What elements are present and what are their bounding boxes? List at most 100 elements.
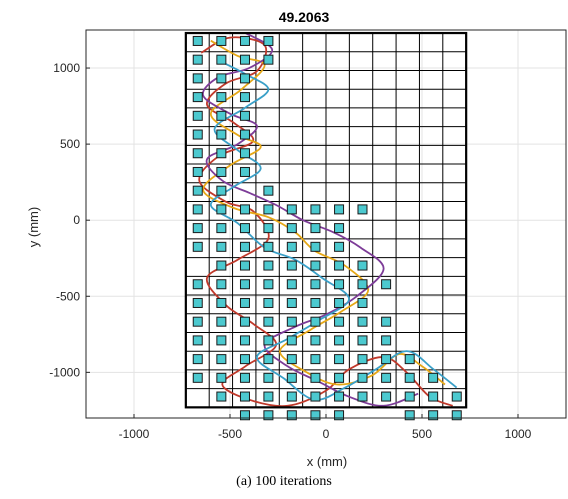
data-point xyxy=(334,241,345,252)
data-point xyxy=(216,260,227,271)
data-point xyxy=(334,260,345,271)
data-point xyxy=(334,279,345,290)
x-tick-label: -1000 xyxy=(119,427,150,441)
data-point xyxy=(286,354,297,365)
data-point xyxy=(239,335,250,346)
data-point xyxy=(428,410,439,421)
data-point xyxy=(192,316,203,327)
data-point xyxy=(310,297,321,308)
data-point xyxy=(239,297,250,308)
data-point xyxy=(263,223,274,234)
data-point xyxy=(404,354,415,365)
data-point xyxy=(357,354,368,365)
data-point xyxy=(357,316,368,327)
data-point xyxy=(310,260,321,271)
data-point xyxy=(263,297,274,308)
data-point xyxy=(239,223,250,234)
data-point xyxy=(357,260,368,271)
data-point xyxy=(239,129,250,140)
data-point xyxy=(263,241,274,252)
data-point xyxy=(263,372,274,383)
data-point xyxy=(192,54,203,65)
trajectory-path-3 xyxy=(202,32,419,407)
y-tick-label: 0 xyxy=(73,213,80,227)
data-point xyxy=(310,204,321,215)
data-point xyxy=(451,391,462,402)
trajectory-path-4 xyxy=(209,59,458,401)
data-point xyxy=(192,354,203,365)
x-tick-label: 0 xyxy=(323,427,330,441)
data-point xyxy=(192,73,203,84)
data-point xyxy=(216,354,227,365)
data-point xyxy=(310,410,321,421)
x-tick-label: 500 xyxy=(412,427,432,441)
data-point xyxy=(239,391,250,402)
data-point xyxy=(216,73,227,84)
data-point xyxy=(428,372,439,383)
chart-title: 49.2063 xyxy=(279,9,330,25)
data-point xyxy=(334,354,345,365)
data-point xyxy=(263,335,274,346)
data-point xyxy=(334,410,345,421)
data-point xyxy=(192,204,203,215)
data-point xyxy=(286,241,297,252)
data-point xyxy=(239,241,250,252)
data-point xyxy=(310,316,321,327)
data-point xyxy=(334,297,345,308)
data-point xyxy=(239,316,250,327)
data-point xyxy=(310,391,321,402)
y-tick-label: 1000 xyxy=(53,61,80,75)
data-point xyxy=(239,73,250,84)
data-point xyxy=(216,92,227,103)
data-point xyxy=(192,166,203,177)
y-tick-label: -1000 xyxy=(49,365,80,379)
data-point xyxy=(263,185,274,196)
data-point xyxy=(404,372,415,383)
data-point xyxy=(192,129,203,140)
data-point xyxy=(263,391,274,402)
data-point xyxy=(263,354,274,365)
data-point xyxy=(239,166,250,177)
x-axis-label: x (mm) xyxy=(307,454,347,469)
data-point xyxy=(239,410,250,421)
data-point xyxy=(239,260,250,271)
data-point xyxy=(310,335,321,346)
data-point xyxy=(357,372,368,383)
plot-area: -1000 -500 0 500 1000 -1000 -500 0 500 1000 xyxy=(49,29,567,441)
data-point xyxy=(239,354,250,365)
data-point xyxy=(263,410,274,421)
data-point xyxy=(263,316,274,327)
data-point xyxy=(263,279,274,290)
data-point xyxy=(428,391,439,402)
data-point xyxy=(381,316,392,327)
data-point xyxy=(310,241,321,252)
data-point xyxy=(216,372,227,383)
data-point xyxy=(216,148,227,159)
data-point xyxy=(216,223,227,234)
data-point xyxy=(404,410,415,421)
data-point xyxy=(357,297,368,308)
data-point xyxy=(216,316,227,327)
data-point xyxy=(192,185,203,196)
data-point xyxy=(216,185,227,196)
data-point xyxy=(286,279,297,290)
data-point xyxy=(286,372,297,383)
y-tick-label: -500 xyxy=(56,289,80,303)
data-point xyxy=(381,354,392,365)
data-point xyxy=(357,335,368,346)
data-point xyxy=(216,297,227,308)
data-point xyxy=(286,410,297,421)
data-point xyxy=(381,372,392,383)
x-tick-label: -500 xyxy=(218,427,242,441)
data-point xyxy=(239,35,250,46)
data-point xyxy=(286,223,297,234)
data-point xyxy=(216,391,227,402)
data-point xyxy=(381,279,392,290)
data-point xyxy=(263,54,274,65)
x-tick-label: 1000 xyxy=(505,427,532,441)
data-point xyxy=(192,279,203,290)
data-point xyxy=(381,391,392,402)
data-point xyxy=(239,92,250,103)
data-point xyxy=(263,204,274,215)
